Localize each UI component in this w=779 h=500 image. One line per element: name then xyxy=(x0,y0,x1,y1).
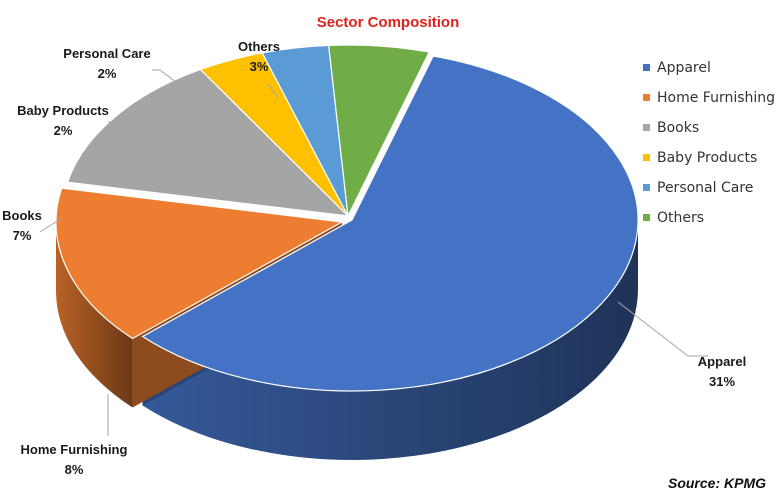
pie-slices xyxy=(55,44,639,392)
leader-line xyxy=(267,83,279,99)
leader-line xyxy=(39,217,63,233)
data-label-name: Apparel xyxy=(698,354,746,369)
data-labels: Apparel 31% Home Furnishing 8% Books 7% Baby P… xyxy=(2,39,746,477)
data-label-value: 8% xyxy=(65,462,84,477)
slice-apparel xyxy=(141,55,639,392)
data-label-name: Others xyxy=(238,39,280,54)
legend: Apparel Home Furnishing Books Baby Products… xyxy=(643,60,775,226)
slice-side-apparel xyxy=(142,220,639,460)
data-label-value: 7% xyxy=(13,228,32,243)
data-label-name: Books xyxy=(2,208,42,223)
legend-swatch xyxy=(643,124,650,131)
legend-swatch xyxy=(643,94,650,101)
data-label-value: 31% xyxy=(709,374,735,389)
slice-others xyxy=(327,44,431,219)
legend-entry: Others xyxy=(657,210,704,226)
legend-swatch xyxy=(643,214,650,221)
slice-home-furnishing xyxy=(55,187,344,340)
leader-line xyxy=(617,301,708,357)
data-label-value: 2% xyxy=(98,66,117,81)
legend-entry: Baby Products xyxy=(657,150,757,166)
legend-entry: Apparel xyxy=(657,60,711,76)
legend-swatch xyxy=(643,64,650,71)
legend-swatch xyxy=(643,154,650,161)
leader-line xyxy=(152,69,213,111)
data-label-name: Baby Products xyxy=(17,103,109,118)
data-label-value: 3% xyxy=(250,59,269,74)
leader-line xyxy=(108,121,151,133)
leader-lines xyxy=(39,69,708,436)
source-note: Source: KPMG xyxy=(668,475,766,491)
legend-entry: Personal Care xyxy=(657,180,753,196)
data-label-name: Personal Care xyxy=(63,46,150,61)
data-label-name: Home Furnishing xyxy=(21,442,128,457)
slice-side-home-furnishing xyxy=(56,222,133,408)
legend-entry: Home Furnishing xyxy=(657,90,775,106)
chart-title: Sector Composition xyxy=(317,14,460,31)
legend-entry: Books xyxy=(657,120,699,136)
legend-swatch xyxy=(643,184,650,191)
slice-books xyxy=(66,68,350,217)
data-label-value: 2% xyxy=(54,123,73,138)
